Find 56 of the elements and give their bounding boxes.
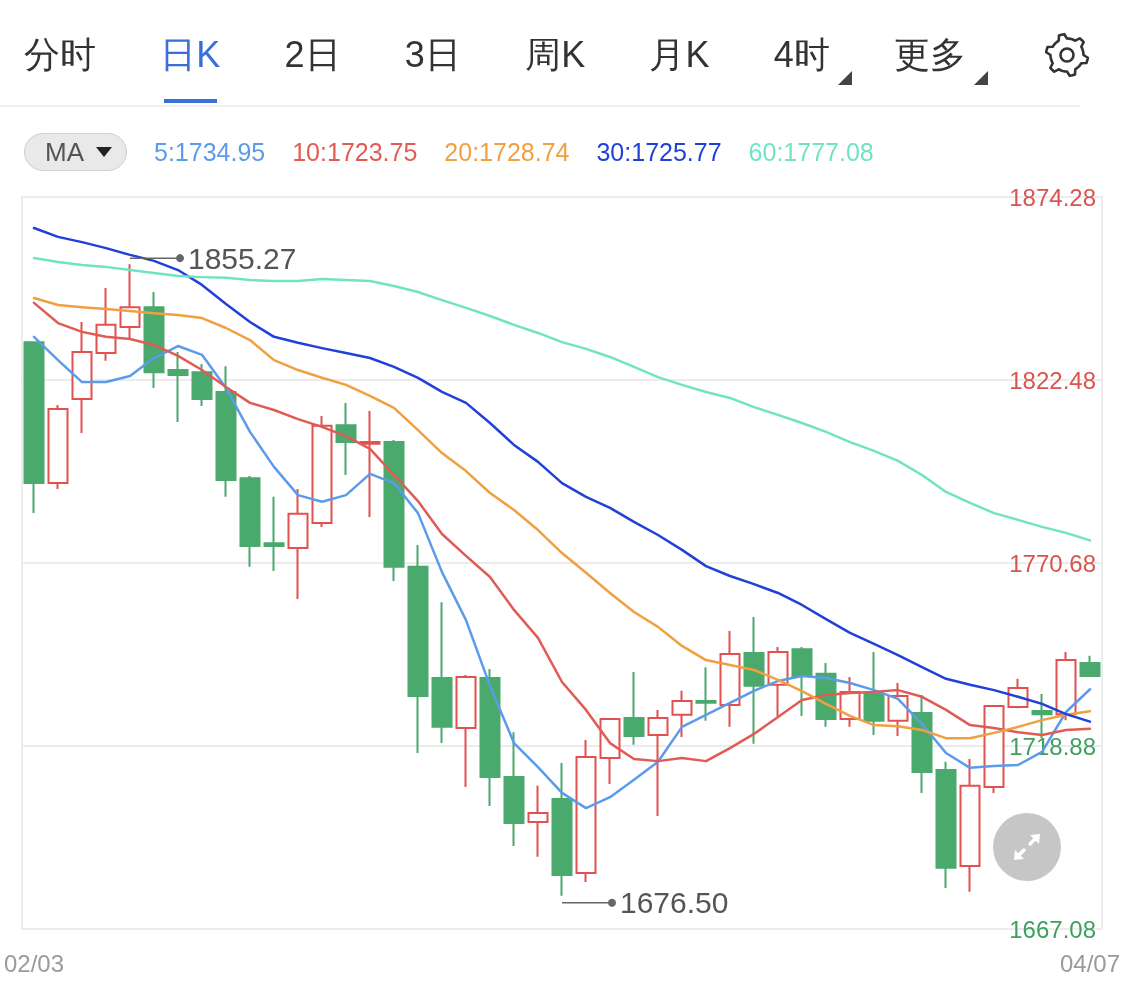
candlestick [263,495,285,573]
candlestick [719,630,741,728]
text: 60:1777.08 [748,137,874,167]
dropdown-button: MA [24,133,127,171]
candlestick [911,694,933,794]
candlestick [527,784,549,858]
candlestick [1055,650,1077,722]
candlestick [215,365,237,498]
candlestick [383,438,405,582]
text: 更多 [894,34,966,75]
y-tick-label: 1667.08 [1009,915,1096,943]
candlestick [1031,693,1053,740]
candlestick [23,341,45,515]
candlestick [407,543,429,754]
candlestick [863,650,885,736]
candlestick [287,488,309,600]
y-tick-label: 1770.68 [1009,549,1096,577]
candlestick [671,689,693,739]
candlestick [503,731,525,847]
candlestick [1079,654,1101,679]
annotation: 1676.50 [620,886,729,920]
candlestick [359,410,381,518]
y-tick-label: 1822.48 [1009,366,1096,394]
candlestick [743,615,765,745]
annotation: 1855.27 [188,241,297,275]
legend-title: MA [45,136,84,168]
text: 10:1723.75 [292,137,418,167]
text: 20:1728.74 [444,137,570,167]
text: 3日 [404,34,461,75]
candlestick [191,363,213,408]
x-tick-label: 04/07 [1059,949,1121,977]
candlestick [479,667,501,807]
candlestick [791,646,813,717]
candlestick [47,404,69,491]
candlestick [551,761,573,897]
candlestick [935,760,957,889]
text: 4时 [773,34,830,75]
candlestick [311,414,333,528]
y-tick-label: 1874.28 [1009,183,1096,211]
text: 30:1725.77 [596,137,722,167]
candlestick [959,758,981,893]
x-tick-label: 02/03 [3,949,65,977]
text: 5:1734.95 [154,137,266,167]
text: 日K [160,34,221,75]
candlestick [239,475,261,568]
candlestick [623,671,645,746]
text: 周K [525,34,586,75]
text: 分时 [24,34,96,75]
candlestick [71,320,93,434]
text: 月K [649,34,710,75]
candlestick [455,673,477,788]
text: 2日 [284,34,341,75]
candlestick [167,351,189,423]
candlestick [695,666,717,722]
candlestick [431,601,453,745]
candlestick [575,738,597,883]
